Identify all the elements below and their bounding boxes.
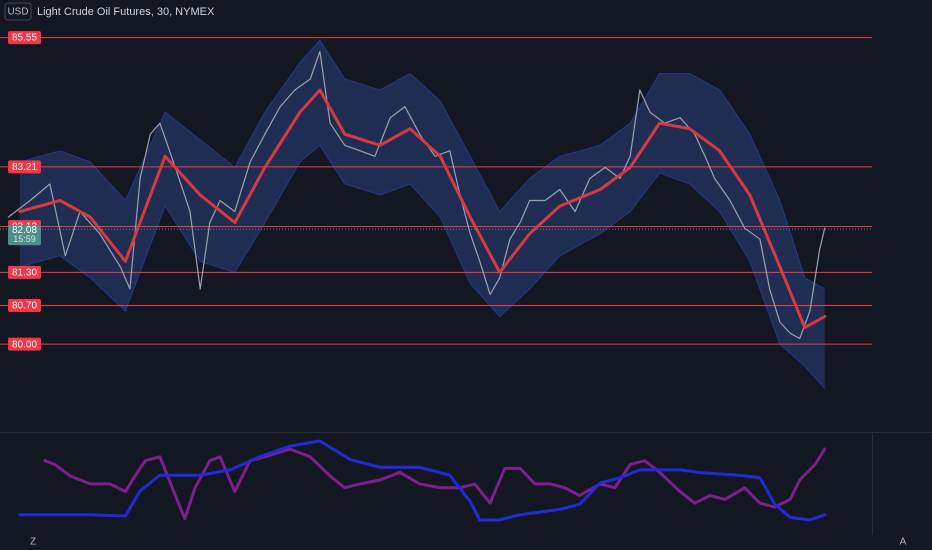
- level-label: 85.55: [12, 33, 37, 44]
- level-tag: [8, 298, 41, 312]
- level-tag: [8, 31, 41, 45]
- series-line: [18, 439, 827, 522]
- level-tag: [8, 160, 41, 174]
- level-tag: [8, 337, 41, 351]
- series-line: [18, 88, 827, 330]
- countdown-label: 15:59: [13, 234, 36, 244]
- chart-title: Light Crude Oil Futures, 30, NYMEX: [37, 6, 215, 18]
- last-price-tag: [8, 225, 41, 246]
- last-price-label: 82.08: [12, 225, 37, 236]
- currency: USD: [7, 7, 28, 18]
- level-label: 80.70: [12, 301, 37, 312]
- series-line: [7, 50, 826, 340]
- label-layer: 85.5583.2182.1381.3080.7080.0082.0815:59…: [8, 31, 907, 548]
- scale-button[interactable]: A: [900, 537, 907, 548]
- plot-layer: [0, 37, 872, 522]
- scale-button[interactable]: Z: [30, 537, 36, 548]
- level-label: 80.00: [12, 339, 37, 350]
- currency-box[interactable]: [4, 2, 32, 21]
- band-edge: [19, 39, 825, 290]
- level-label: 81.30: [12, 267, 37, 278]
- level-tag: [8, 265, 41, 279]
- band-edge: [19, 144, 826, 389]
- series-line: [43, 447, 827, 521]
- level-label: 83.21: [12, 162, 37, 173]
- band-area: [19, 40, 825, 389]
